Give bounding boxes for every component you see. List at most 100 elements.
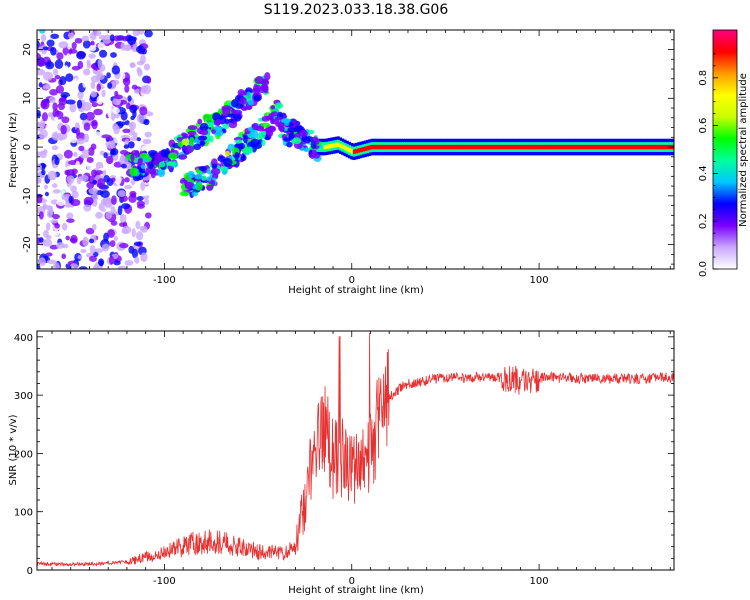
spectrogram-cell bbox=[142, 84, 152, 95]
spectrogram-cell bbox=[179, 191, 190, 197]
spectrogram-cell bbox=[168, 152, 178, 160]
spectrogram-cell bbox=[144, 30, 153, 38]
spectrogram-cell bbox=[86, 161, 95, 172]
spectrogram-cell bbox=[37, 194, 43, 204]
spectrogram-cell bbox=[43, 184, 49, 190]
spectrogram-cell bbox=[438, 144, 442, 150]
spectrogram-cell bbox=[94, 248, 104, 253]
colorbar-tick-label: 0.4 bbox=[698, 165, 709, 181]
spectrogram-cell bbox=[110, 148, 119, 156]
spectrogram-cell bbox=[106, 91, 114, 98]
spectrogram-cell bbox=[69, 137, 78, 144]
spectrogram-cell bbox=[92, 264, 100, 269]
spectrogram-cell bbox=[429, 144, 433, 150]
spectrogram-cell bbox=[65, 53, 71, 63]
spectrogram-cell bbox=[71, 42, 77, 50]
spectrogram-cell bbox=[140, 252, 148, 263]
spectrogram-cell bbox=[262, 130, 267, 136]
spectrogram-cell bbox=[246, 146, 253, 151]
spectrogram-cell bbox=[52, 213, 60, 220]
spectrogram-cell bbox=[451, 144, 455, 150]
spectrogram-cell bbox=[651, 144, 655, 150]
spectrogram-cell bbox=[121, 203, 131, 210]
spectrogram-cell bbox=[46, 208, 54, 219]
spectrogram-cell bbox=[366, 145, 370, 151]
spectrogram-cell bbox=[557, 144, 561, 150]
spectrogram-cell bbox=[47, 170, 57, 181]
spectrogram-cell bbox=[642, 144, 646, 150]
spectrogram-cell bbox=[384, 144, 388, 150]
spectrogram-cell bbox=[212, 163, 218, 169]
spectrogram-cell bbox=[106, 72, 111, 79]
spectrogram-cell bbox=[528, 144, 532, 150]
spectrogram-cell bbox=[622, 144, 626, 150]
spectrogram-cell bbox=[476, 144, 480, 150]
spectrogram-cell bbox=[201, 175, 207, 181]
spectrogram-cell bbox=[474, 144, 478, 150]
spectrogram-cell bbox=[105, 211, 112, 220]
spectrogram-cell bbox=[352, 149, 356, 154]
spectrogram-cell bbox=[246, 91, 251, 97]
spectrogram-cell bbox=[90, 143, 97, 150]
spectrogram-cell bbox=[42, 46, 49, 51]
spectrogram-cell bbox=[189, 137, 195, 145]
spectrogram-cell bbox=[530, 144, 534, 150]
spectrogram-cell bbox=[128, 123, 134, 128]
spectrogram-cell bbox=[321, 142, 325, 152]
spectrogram-cell bbox=[235, 102, 243, 109]
spectrogram-cell bbox=[258, 87, 266, 93]
spectrogram-cell bbox=[79, 112, 88, 121]
spectrogram-cell bbox=[436, 144, 440, 150]
spectrogram-cell bbox=[283, 137, 291, 142]
spectrogram-cell bbox=[377, 144, 381, 150]
spectrogram-cell bbox=[404, 144, 408, 150]
spectrogram-cell bbox=[63, 149, 73, 159]
spectrogram-cell bbox=[219, 166, 229, 172]
spectrogram-cell bbox=[66, 212, 74, 220]
spectrogram-cell bbox=[210, 168, 221, 175]
spectrogram-cell bbox=[222, 157, 233, 167]
spectrogram-cell bbox=[591, 144, 595, 150]
spectrogram-cell bbox=[86, 181, 95, 189]
spectrogram-cell bbox=[101, 243, 110, 252]
spectrogram-xlabel: Height of straight line (km) bbox=[288, 285, 424, 296]
snr-series-line bbox=[37, 333, 674, 567]
spectrogram-cell bbox=[270, 111, 278, 117]
spectrogram-cell bbox=[37, 113, 42, 118]
snr-ytick-label: 200 bbox=[14, 449, 33, 460]
spectrogram-cell bbox=[144, 212, 152, 219]
spectrogram-cell bbox=[142, 157, 149, 163]
spectrogram-cell bbox=[501, 144, 505, 150]
spectrogram-cell bbox=[41, 112, 48, 122]
spectrogram-cell bbox=[397, 144, 401, 150]
spectrogram-cell bbox=[77, 60, 84, 70]
spectrogram-cell bbox=[90, 40, 95, 47]
spectrogram-cell bbox=[206, 168, 211, 175]
spectrogram-xtick-label: 100 bbox=[530, 275, 549, 286]
spectrogram-cell bbox=[143, 118, 150, 126]
spectrogram-cell bbox=[144, 131, 152, 138]
spectrogram-cell bbox=[110, 140, 116, 150]
spectrogram-cell bbox=[74, 37, 83, 44]
spectrogram-cell bbox=[211, 179, 216, 187]
spectrogram-cell bbox=[541, 144, 545, 150]
spectrogram-cell bbox=[182, 133, 189, 139]
spectrogram-cell bbox=[69, 84, 74, 91]
spectrogram-cell bbox=[70, 185, 77, 193]
spectrogram-cell bbox=[260, 122, 271, 128]
spectrogram-cell bbox=[514, 144, 518, 150]
spectrogram-cell bbox=[130, 153, 135, 162]
spectrogram-cell bbox=[215, 118, 222, 126]
spectrogram-cell bbox=[539, 144, 543, 150]
spectrogram-cell bbox=[609, 144, 613, 150]
spectrogram-cell bbox=[83, 68, 91, 76]
spectrogram-cell bbox=[602, 144, 606, 150]
spectrogram-cell bbox=[458, 144, 462, 150]
snr-xtick-label: 0 bbox=[349, 576, 355, 587]
spectrogram-cell bbox=[86, 59, 91, 66]
spectrogram-cell bbox=[561, 144, 565, 150]
snr-axes: -100 0 100 0 100 200 300 400 bbox=[14, 330, 675, 587]
spectrogram-cell bbox=[60, 124, 67, 135]
spectrogram-cell bbox=[239, 96, 247, 105]
